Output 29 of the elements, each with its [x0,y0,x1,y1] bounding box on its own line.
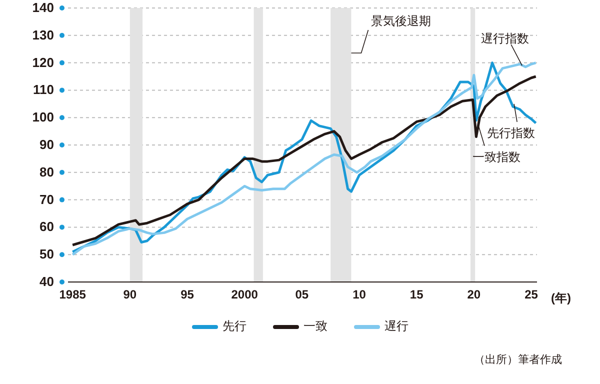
y-tick-label: 140 [32,0,54,15]
y-tick-label: 130 [32,27,54,42]
legend-label: 遅行 [384,318,408,335]
y-tick-label: 60 [40,219,54,234]
annotation: 先行指数 [487,126,536,140]
text: （出所）筆者作成 [474,353,562,367]
x-tick-label: 25 [524,288,538,302]
x-axis-title: (年) [551,291,571,305]
y-tick-label: 110 [33,82,54,98]
y-tick-label: 70 [40,192,54,207]
y-tick-label: 100 [32,110,54,125]
annotation: 一致指数 [472,150,521,164]
y-tick-label: 80 [40,164,54,180]
y-tick-label: 40 [40,274,54,289]
y-tick-label: 120 [32,54,54,70]
x-tick-label: 20 [467,288,481,302]
band-label: 景気後退期 [371,14,432,28]
x-tick-label: 15 [410,288,424,302]
x-tick-label: 05 [295,288,309,302]
x-tick-label: 1985 [59,288,86,302]
x-tick-label: 10 [352,288,366,302]
legend-label: 先行 [222,318,246,335]
x-tick-label: 95 [180,288,194,302]
annotation: 遅行指数 [481,32,530,46]
y-tick-label: 90 [40,137,54,152]
y-tick-label: 50 [40,246,54,262]
legend-label: 一致 [304,318,328,335]
x-tick-label: 2000 [231,288,258,302]
x-tick-label: 90 [123,288,137,302]
